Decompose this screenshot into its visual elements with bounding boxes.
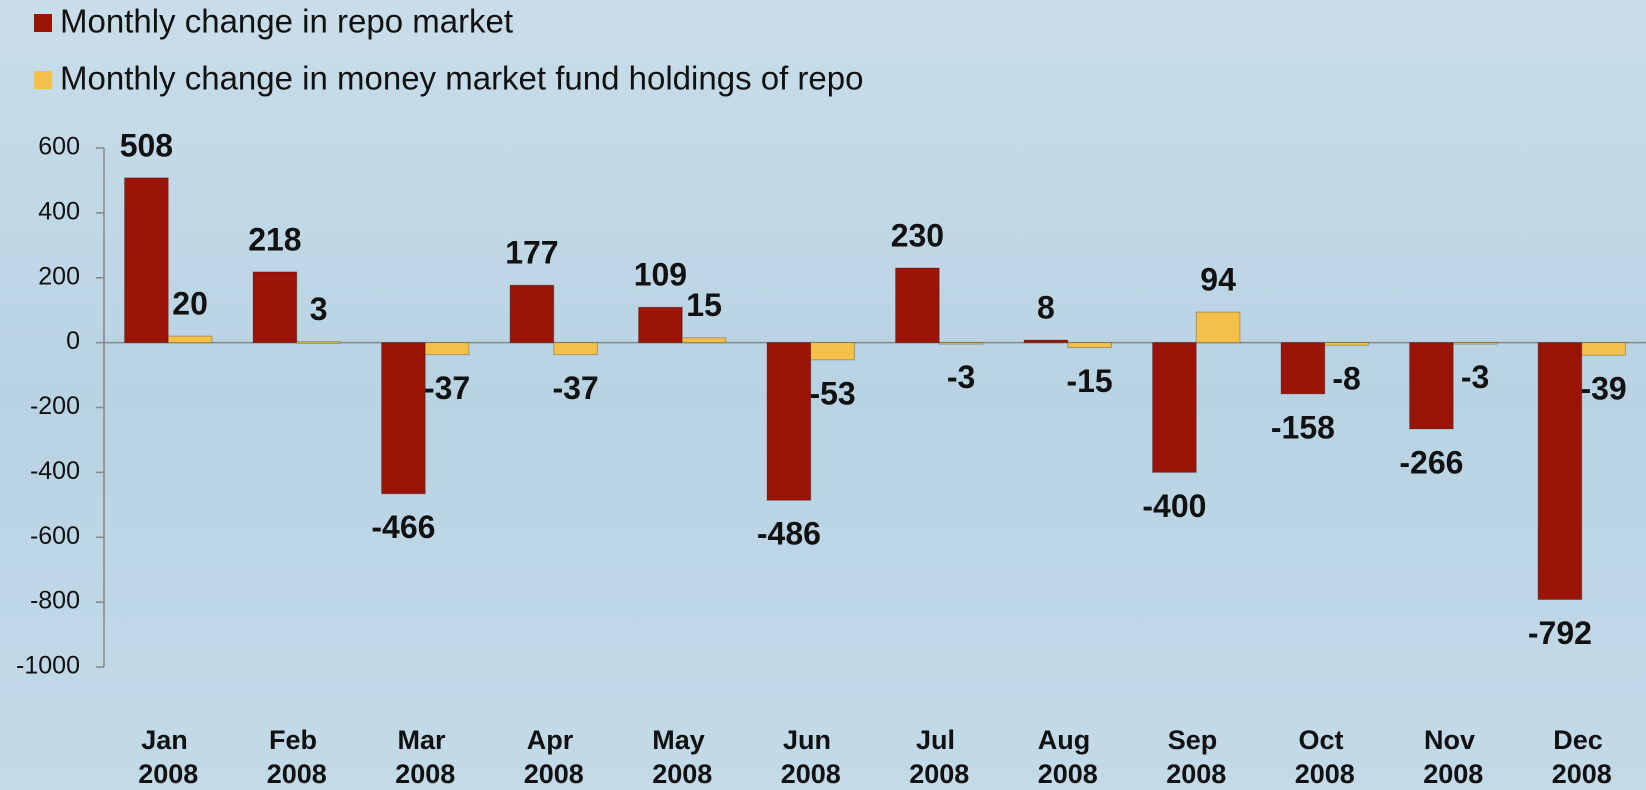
bar bbox=[638, 306, 683, 344]
value-label: -486 bbox=[757, 516, 821, 552]
x-tick-label: Jan 2008 bbox=[138, 725, 198, 789]
bar bbox=[252, 271, 298, 344]
value-label: -158 bbox=[1271, 409, 1335, 445]
bar bbox=[766, 342, 812, 501]
bar bbox=[895, 267, 940, 344]
bar bbox=[810, 342, 855, 361]
value-label: 3 bbox=[310, 291, 328, 327]
bar bbox=[681, 337, 727, 344]
x-tick-label: Jun 2008 bbox=[781, 725, 841, 789]
x-tick-label: May 2008 bbox=[652, 725, 712, 789]
value-label: 218 bbox=[248, 221, 301, 257]
value-label: 15 bbox=[686, 287, 722, 323]
y-tick-label: -400 bbox=[30, 457, 80, 485]
bar bbox=[1195, 311, 1241, 344]
x-tick-label: Feb 2008 bbox=[267, 725, 327, 789]
value-label: -53 bbox=[809, 375, 855, 411]
y-tick-label: 0 bbox=[66, 327, 80, 355]
y-tick-label: -200 bbox=[30, 392, 80, 420]
y-tick-label: -800 bbox=[30, 587, 80, 615]
value-label: -37 bbox=[552, 370, 598, 406]
bar bbox=[1324, 342, 1369, 346]
y-tick-label: 400 bbox=[38, 197, 80, 225]
value-label: -400 bbox=[1142, 488, 1206, 524]
bar bbox=[509, 284, 555, 344]
x-tick-label: Oct 2008 bbox=[1295, 725, 1355, 789]
bar bbox=[1409, 342, 1454, 430]
value-label: -8 bbox=[1332, 361, 1360, 397]
x-tick-label: Sep 2008 bbox=[1166, 725, 1226, 789]
y-tick-label: 600 bbox=[38, 133, 80, 161]
value-label: -39 bbox=[1580, 371, 1626, 407]
bar bbox=[1581, 342, 1626, 356]
value-label: -37 bbox=[424, 370, 470, 406]
bar bbox=[296, 341, 341, 344]
value-label: -792 bbox=[1528, 615, 1592, 651]
bar bbox=[381, 342, 426, 495]
value-label: 508 bbox=[120, 127, 173, 163]
value-label: -466 bbox=[371, 509, 435, 545]
value-label: 94 bbox=[1200, 262, 1236, 298]
bar bbox=[424, 342, 470, 356]
legend-swatch bbox=[34, 14, 52, 32]
bar bbox=[124, 177, 169, 344]
bar bbox=[1537, 342, 1583, 601]
bar bbox=[1280, 342, 1326, 395]
value-label: -266 bbox=[1399, 444, 1463, 480]
x-tick-label: Apr 2008 bbox=[524, 725, 584, 789]
bar bbox=[1452, 342, 1498, 345]
y-tick-label: 200 bbox=[38, 262, 80, 290]
legend-label: Monthly change in repo market bbox=[60, 3, 513, 40]
bar bbox=[1023, 339, 1069, 344]
bar bbox=[553, 342, 598, 356]
value-label: -15 bbox=[1066, 363, 1112, 399]
legend-label: Monthly change in money market fund hold… bbox=[60, 60, 863, 97]
bar bbox=[938, 342, 984, 345]
x-tick-label: Nov 2008 bbox=[1423, 725, 1483, 789]
bar bbox=[167, 335, 213, 344]
value-label: -3 bbox=[947, 359, 975, 395]
value-label: 230 bbox=[891, 217, 944, 253]
value-label: 109 bbox=[634, 257, 687, 293]
x-tick-label: Dec 2008 bbox=[1552, 725, 1612, 789]
y-tick-label: -600 bbox=[30, 522, 80, 550]
value-label: -3 bbox=[1461, 359, 1489, 395]
value-label: 20 bbox=[172, 286, 208, 322]
value-label: 8 bbox=[1037, 289, 1055, 325]
y-tick-label: -1000 bbox=[16, 652, 80, 680]
value-label: 177 bbox=[505, 235, 558, 271]
legend-swatch bbox=[34, 71, 52, 89]
x-tick-label: Mar 2008 bbox=[395, 725, 455, 789]
bar bbox=[1152, 342, 1197, 473]
x-tick-label: Jul 2008 bbox=[909, 725, 969, 789]
x-tick-label: Aug 2008 bbox=[1038, 725, 1098, 789]
bar bbox=[1067, 342, 1112, 348]
